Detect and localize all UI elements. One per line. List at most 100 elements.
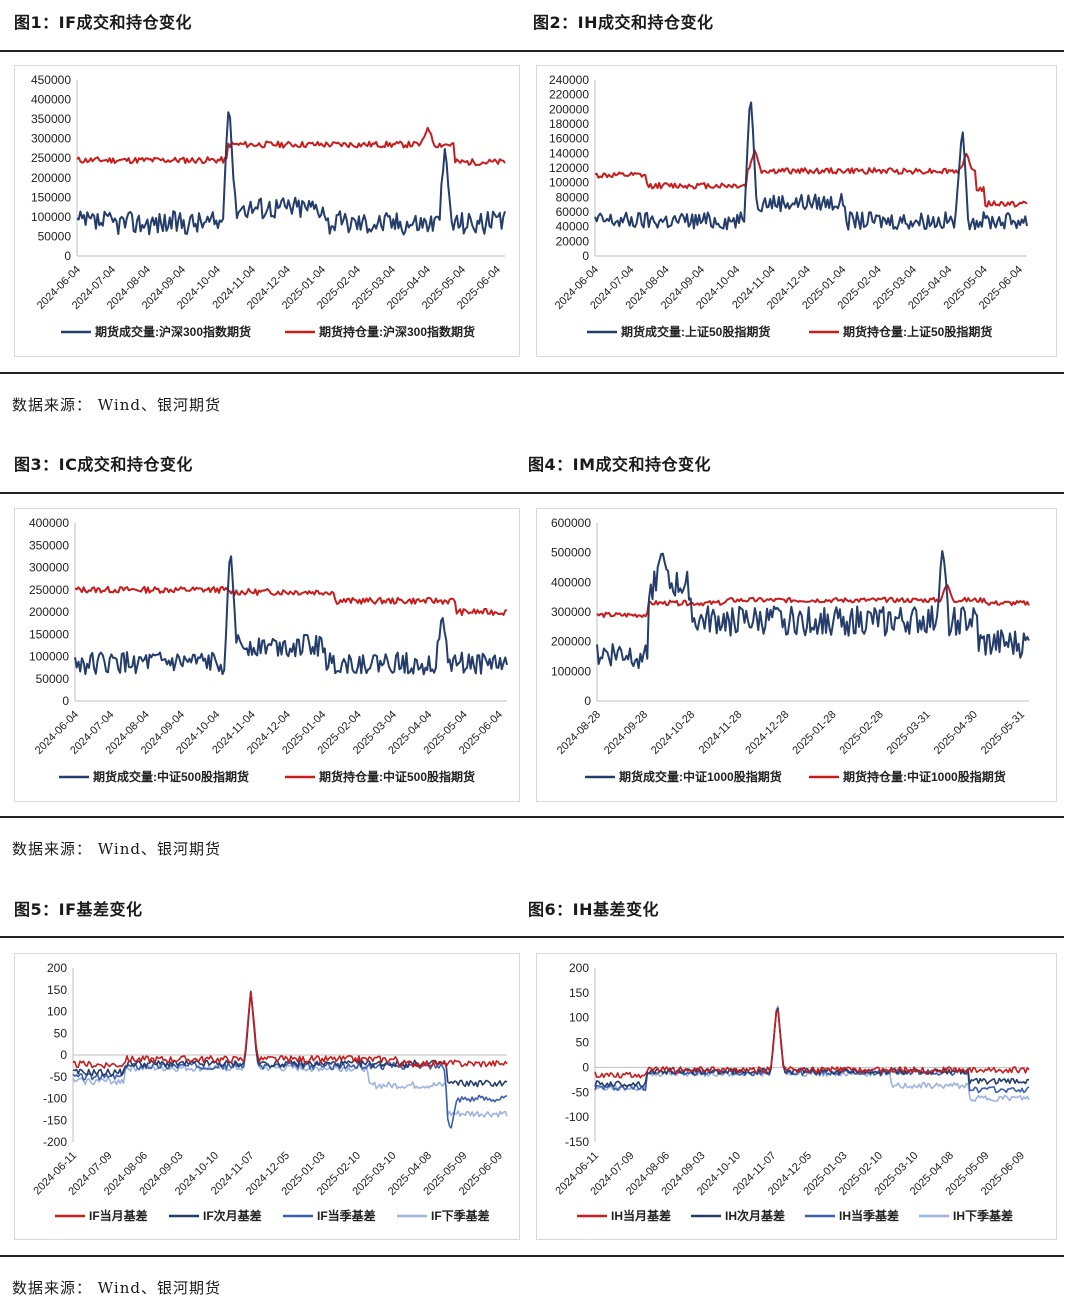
- figure-title: 图5：IF基差变化: [14, 900, 143, 919]
- series-line-open-interest: [596, 584, 1030, 618]
- y-tick-label: 60000: [556, 205, 590, 219]
- chart-panel: 0 20000 40000 60000 80000 100000 120000 140000 1…: [536, 65, 1057, 357]
- series-line-open-interest: [76, 126, 506, 167]
- chart-panel: 0 100000 200000 300000 400000 500000 600000 202…: [536, 508, 1057, 802]
- legend-label: 期货成交量:沪深300指数期货: [95, 324, 251, 339]
- divider: [0, 50, 1064, 52]
- series-line-basis-next_quarter: [594, 1005, 1030, 1102]
- series-line-basis-next: [72, 990, 508, 1088]
- divider: [0, 1255, 1064, 1257]
- legend-label: 期货持仓量:中证1000股指期货: [843, 769, 1006, 784]
- y-tick-label: 0: [582, 1060, 589, 1074]
- series-line-volume: [594, 101, 1028, 231]
- y-tick-label: 160000: [549, 132, 589, 146]
- y-tick-label: 200000: [549, 102, 589, 116]
- x-tick-label: 2025-04-30: [932, 709, 980, 757]
- y-tick-label: 600000: [551, 516, 591, 530]
- series-line-basis-next: [594, 1007, 1030, 1088]
- divider: [0, 492, 1064, 494]
- legend-label: IH次月基差: [725, 1208, 785, 1223]
- x-tick-label: 2024-10-28: [649, 709, 697, 757]
- y-tick-label: 240000: [549, 73, 589, 87]
- y-tick-label: 180000: [549, 117, 589, 131]
- series-line-volume: [76, 111, 506, 236]
- y-tick-label: 140000: [549, 146, 589, 160]
- y-tick-label: 220000: [549, 88, 589, 102]
- y-tick-label: -50: [50, 1070, 68, 1084]
- y-tick-label: 200: [47, 961, 67, 975]
- legend-label: 期货持仓量:上证50股指期货: [843, 324, 992, 339]
- figure-title: 图2：IH成交和持仓变化: [533, 13, 714, 32]
- source-note: 数据来源： Wind、银河期货: [12, 1279, 221, 1297]
- y-tick-label: 150000: [29, 627, 69, 641]
- x-tick-label: 2024-12-28: [743, 709, 791, 757]
- y-tick-label: -50: [572, 1085, 590, 1099]
- y-tick-label: 250000: [31, 151, 71, 165]
- y-tick-label: 400000: [31, 93, 71, 107]
- figure-title: 图3：IC成交和持仓变化: [14, 455, 193, 474]
- y-tick-label: 150: [47, 983, 67, 997]
- y-tick-label: 400000: [29, 516, 69, 530]
- y-tick-label: -150: [43, 1113, 67, 1127]
- y-tick-label: 50000: [36, 672, 70, 686]
- y-tick-label: 0: [582, 249, 589, 263]
- y-tick-label: 0: [62, 694, 69, 708]
- y-tick-label: 200000: [29, 605, 69, 619]
- y-tick-label: 100000: [31, 210, 71, 224]
- y-tick-label: 300000: [31, 132, 71, 146]
- series-line-volume: [74, 555, 508, 676]
- series-line-basis-quarter: [594, 1007, 1030, 1094]
- series-line-basis-current: [72, 990, 508, 1069]
- y-tick-label: 450000: [31, 73, 71, 87]
- chart-panel: 0 50000 100000 150000 200000 250000 300000 3500…: [14, 508, 520, 802]
- y-tick-label: 100: [47, 1005, 67, 1019]
- source-note: 数据来源： Wind、银河期货: [12, 840, 221, 858]
- chart-fig6: -150-100-500501001502002024-06-112024-07…: [553, 961, 1030, 1223]
- chart-fig3: 0 50000 100000 150000 200000 250000 300000 3500…: [29, 516, 508, 784]
- legend-label: 期货成交量:上证50股指期货: [621, 324, 770, 339]
- y-tick-label: 500000: [551, 546, 591, 560]
- legend-label: 期货持仓量:中证500股指期货: [319, 769, 475, 784]
- y-tick-label: 150: [569, 986, 589, 1000]
- y-tick-label: -100: [565, 1110, 589, 1124]
- figure-title: 图4：IM成交和持仓变化: [528, 455, 712, 474]
- y-tick-label: 100000: [551, 664, 591, 678]
- legend-label: 期货成交量:中证1000股指期货: [619, 769, 782, 784]
- chart-panel: -200 -150 -100 -50 0 50 100 150 200 2024-06-11 202…: [14, 953, 520, 1240]
- y-tick-label: 300000: [29, 561, 69, 575]
- x-tick-label: 2025-03-31: [885, 709, 933, 757]
- y-tick-label: 350000: [31, 112, 71, 126]
- divider: [0, 372, 1064, 374]
- x-tick-label: 2024-09-28: [602, 709, 650, 757]
- y-tick-label: 200: [569, 961, 589, 975]
- y-tick-label: 50000: [38, 229, 72, 243]
- legend-label: IH下季基差: [953, 1208, 1013, 1223]
- y-tick-label: 50: [576, 1036, 590, 1050]
- y-tick-label: 20000: [556, 234, 590, 248]
- y-tick-label: 120000: [549, 161, 589, 175]
- y-tick-label: -200: [43, 1135, 67, 1149]
- legend-label: IH当月基差: [611, 1208, 671, 1223]
- y-tick-label: 0: [60, 1048, 67, 1062]
- y-tick-label: 50: [54, 1026, 68, 1040]
- y-tick-label: 350000: [29, 538, 69, 552]
- chart-panel: 0 50000 100000 150000 200000 250000 300000 3500…: [14, 65, 520, 357]
- chart-fig5: -200-150-100-500501001502002024-06-11202…: [31, 961, 508, 1223]
- chart-panel: -150 -100 -50 0 50 100 150 200 2024-06-11 2024-07…: [536, 953, 1057, 1240]
- legend-label: IF当季基差: [317, 1208, 376, 1223]
- legend-label: 期货持仓量:沪深300指数期货: [319, 324, 475, 339]
- x-tick-label: 2024-11-28: [697, 709, 745, 757]
- y-tick-label: 80000: [556, 190, 590, 204]
- legend-label: IF次月基差: [203, 1208, 262, 1223]
- divider: [0, 936, 1064, 938]
- y-tick-label: -150: [565, 1135, 589, 1149]
- legend-label: 期货成交量:中证500股指期货: [93, 769, 249, 784]
- y-tick-label: 0: [64, 249, 71, 263]
- series-line-volume: [596, 550, 1030, 670]
- y-tick-label: 200000: [551, 635, 591, 649]
- series-line-open-interest: [594, 149, 1028, 208]
- chart-fig1: 0 50000 100000 150000 200000 250000 300000 3500…: [31, 73, 506, 339]
- y-tick-label: 300000: [551, 605, 591, 619]
- legend-label: IF下季基差: [431, 1208, 490, 1223]
- y-tick-label: 0: [584, 694, 591, 708]
